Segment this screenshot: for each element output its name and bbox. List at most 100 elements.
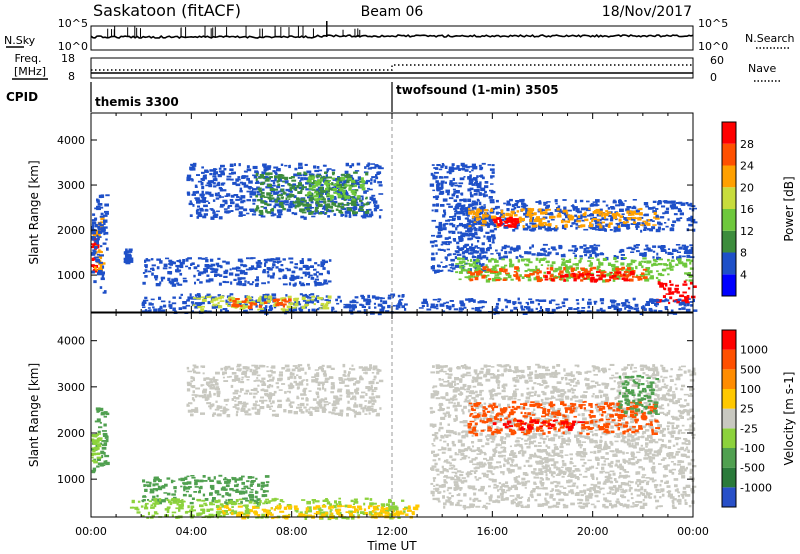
data-cell xyxy=(314,500,320,503)
data-cell xyxy=(325,295,329,298)
data-cell xyxy=(280,205,285,208)
data-cell xyxy=(295,382,300,386)
data-cell xyxy=(170,479,174,484)
data-cell xyxy=(459,177,465,181)
data-cell xyxy=(222,280,226,283)
data-cell xyxy=(613,277,617,280)
data-cell xyxy=(339,299,342,303)
data-cell xyxy=(603,215,607,219)
data-cell xyxy=(191,385,196,389)
data-cell xyxy=(371,393,374,396)
data-cell xyxy=(289,382,293,385)
data-cell xyxy=(492,218,498,222)
data-cell xyxy=(320,302,325,306)
data-cell xyxy=(471,169,474,172)
data-cell xyxy=(678,246,683,250)
data-cell xyxy=(334,183,340,187)
data-cell xyxy=(456,203,461,207)
data-cell xyxy=(213,172,217,176)
data-cell xyxy=(314,369,319,371)
data-cell xyxy=(216,264,222,268)
data-cell xyxy=(360,511,365,514)
data-cell xyxy=(605,204,609,207)
data-cell xyxy=(213,213,219,216)
data-cell xyxy=(542,222,547,224)
beam-label: Beam 06 xyxy=(361,4,424,20)
data-cell xyxy=(200,181,204,186)
data-cell xyxy=(98,261,102,264)
data-cell xyxy=(693,285,697,288)
data-cell xyxy=(105,238,108,241)
data-cell xyxy=(250,483,254,485)
data-cell xyxy=(222,372,225,376)
data-cell xyxy=(480,217,485,221)
data-cell xyxy=(468,207,471,211)
data-cell xyxy=(102,242,107,245)
data-cell xyxy=(572,204,575,208)
data-cell xyxy=(335,298,338,302)
y-tick-label: 2000 xyxy=(57,224,85,237)
data-cell xyxy=(284,176,289,180)
data-cell xyxy=(281,176,286,180)
data-cell xyxy=(448,166,452,170)
data-cell xyxy=(678,260,681,264)
data-cell xyxy=(229,268,232,271)
data-cell xyxy=(312,398,317,401)
data-cell xyxy=(193,509,196,512)
data-cell xyxy=(434,209,439,213)
data-cell xyxy=(331,177,336,180)
data-cell xyxy=(687,252,693,254)
data-cell xyxy=(351,397,354,400)
data-cell xyxy=(299,180,302,182)
data-cell xyxy=(618,199,622,202)
data-cell xyxy=(455,195,459,199)
data-cell xyxy=(547,252,552,255)
data-cell xyxy=(164,497,169,500)
data-cell xyxy=(242,366,248,370)
data-cell xyxy=(587,256,591,259)
data-cell xyxy=(632,275,635,278)
data-cell xyxy=(194,409,199,413)
colorbar-swatch xyxy=(722,187,736,209)
data-cell xyxy=(99,206,104,209)
data-cell xyxy=(161,485,166,489)
data-cell xyxy=(602,257,607,261)
data-cell xyxy=(185,304,191,307)
data-cell xyxy=(270,180,276,182)
data-cell xyxy=(144,484,147,487)
data-cell xyxy=(182,493,187,497)
data-cell xyxy=(482,267,486,271)
data-cell xyxy=(209,514,215,518)
data-cell xyxy=(621,268,624,271)
radar-title: Saskatoon (fitACF) xyxy=(93,1,241,20)
data-cell xyxy=(217,514,223,517)
data-cell xyxy=(607,214,610,217)
data-cell xyxy=(470,272,475,276)
data-cell xyxy=(605,273,609,277)
data-cell xyxy=(652,250,656,253)
data-cell xyxy=(266,258,271,262)
data-cell xyxy=(397,294,401,298)
data-cell xyxy=(258,209,264,213)
data-cell xyxy=(210,378,213,382)
data-cell xyxy=(324,408,327,411)
data-cell xyxy=(377,369,381,373)
data-cell xyxy=(468,178,474,182)
data-cell xyxy=(231,379,236,382)
data-cell xyxy=(430,172,434,176)
data-cell xyxy=(291,179,297,182)
data-cell xyxy=(91,456,94,459)
data-cell xyxy=(654,303,659,306)
data-cell xyxy=(473,221,477,223)
data-cell xyxy=(472,215,475,219)
data-cell xyxy=(486,256,489,261)
data-cell xyxy=(494,264,500,267)
data-cell xyxy=(434,171,439,174)
data-cell xyxy=(99,245,103,248)
data-cell xyxy=(255,491,259,494)
data-cell xyxy=(539,224,545,227)
data-cell xyxy=(460,198,465,202)
data-cell xyxy=(159,498,162,502)
data-cell xyxy=(590,279,594,283)
data-cell xyxy=(201,166,204,169)
